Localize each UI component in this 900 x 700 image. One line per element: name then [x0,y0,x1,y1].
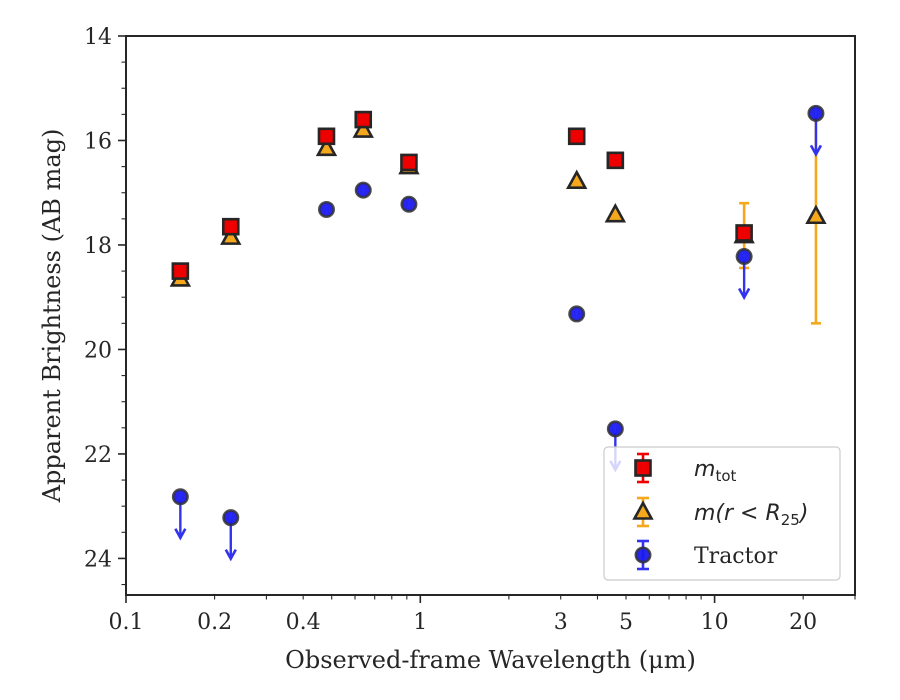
y-axis: 14 16 18 20 22 24 [84,25,126,586]
legend-marker-tractor [634,546,652,564]
x-tick-label: 10 [701,610,729,635]
data-point-mtot [354,110,373,129]
x-tick-label: 1 [413,610,427,635]
data-point-m_r25 [604,202,627,223]
data-point-mtot [735,224,753,242]
x-tick-label: 20 [789,610,817,635]
data-point-mtot [221,217,240,236]
data-point-m_r25 [315,136,338,157]
legend-label-m_r25: m(r < R25) [694,501,808,529]
legend-label-tractor: Tractor [694,544,778,569]
y-axis-label: Apparent Brightness (AB mag) [38,129,66,504]
legend-label-mtot: mtot [694,457,736,485]
y-tick-label: 18 [84,234,112,259]
upper-limit-arrowhead [224,549,237,562]
legend-marker-m_r25 [632,500,654,520]
y-tick-label: 16 [84,129,112,154]
series-mtot [171,110,753,280]
y-tick-label: 14 [84,25,112,50]
data-point-m_r25 [352,118,374,138]
upper-limit-arrowhead [174,528,187,541]
upper-limit-arrowhead [737,287,751,301]
legend: mtot m(r < R25) Tractor [603,446,841,581]
series-m_r25 [169,107,827,325]
y-tick-label: 22 [84,443,112,468]
x-tick-label: 0.2 [197,610,232,635]
plot-area [169,104,827,562]
legend-box [603,446,841,581]
y-tick-label: 24 [84,547,112,572]
data-point-m_r25 [805,204,827,225]
data-point-m_r25 [220,225,242,245]
x-axis-label: Observed-frame Wavelength (μm) [285,646,696,674]
x-tick-label: 5 [619,610,633,635]
y-tick-label: 20 [84,338,112,363]
x-axis: 0.1 0.2 0.4 1 3 5 10 20 [109,595,856,635]
data-point-mtot [567,127,586,146]
legend-marker-mtot [634,459,652,477]
data-point-mtot [317,127,336,146]
data-point-m_r25 [566,169,588,190]
plot-frame [125,35,856,596]
x-tick-label: 0.1 [109,610,144,635]
data-point-mtot [171,262,190,280]
upper-limit-arrowhead [809,144,823,157]
data-point-mtot [606,151,625,170]
data-point-mtot [400,153,418,172]
x-tick-label: 0.4 [286,610,321,635]
x-tick-label: 3 [554,610,568,635]
